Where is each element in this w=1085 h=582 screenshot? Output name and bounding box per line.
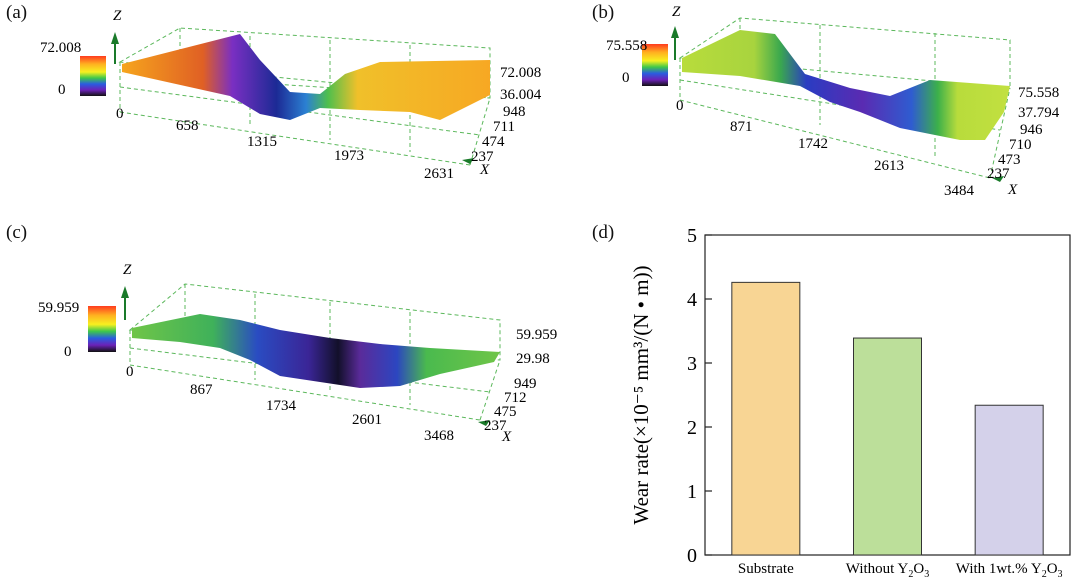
x-category-label: Substrate <box>738 561 794 577</box>
x-axis-label-a: X <box>479 162 490 178</box>
x-tick-a-2: 1315 <box>247 134 277 150</box>
y-tick-a-0: 948 <box>503 104 526 120</box>
y-tick-label: 5 <box>687 225 697 247</box>
x-tick-a-4: 2631 <box>424 166 454 182</box>
y-tick-b-1: 710 <box>1009 137 1032 153</box>
x-tick-c-4: 3468 <box>424 428 454 444</box>
z-axis-label-b: Z <box>672 4 681 20</box>
panel-a-label: (a) <box>6 2 28 23</box>
surface-plot-c: 59.959 0 Z X 59.959 29.98 949 712 475 23… <box>38 262 557 445</box>
bar-chart: 0 1 2 3 4 5 Substrate Without Y2O3 With 1wt.% Y… <box>590 215 1085 580</box>
y-tick-a-3: 237 <box>471 149 494 165</box>
y-tick-a-1: 711 <box>493 119 515 135</box>
colorbar-c-min: 0 <box>64 344 72 360</box>
colorbar-c-max: 59.959 <box>38 300 79 316</box>
z-axis-label-c: Z <box>123 262 132 278</box>
x-tick-c-1: 867 <box>190 382 213 398</box>
colorbar-b <box>642 44 668 86</box>
y-tick-c-2: 475 <box>494 404 517 420</box>
colorbar-b-min: 0 <box>622 70 630 86</box>
x-tick-b-1: 871 <box>730 119 753 135</box>
surface-b <box>682 30 1010 140</box>
x-tick-a-3: 1973 <box>334 148 364 164</box>
panel-c-label: (c) <box>6 222 28 243</box>
panel-b-label: (b) <box>592 2 615 23</box>
y-tick-label: 2 <box>687 417 697 439</box>
surface-a <box>122 34 490 120</box>
x-axis-label-c: X <box>501 429 512 445</box>
x-tick-b-0: 0 <box>676 98 684 114</box>
x-axis-label-b: X <box>1007 182 1018 198</box>
x-tick-b-4: 3484 <box>944 183 975 199</box>
surface-plot-a: 72.008 0 Z X 72.008 36.004 948 711 474 2… <box>40 8 542 182</box>
bar-0 <box>731 281 801 556</box>
x-tick-a-1: 658 <box>176 118 199 134</box>
colorbar-a-min: 0 <box>58 82 66 98</box>
z-tick-c-1: 29.98 <box>516 351 550 367</box>
x-tick-b-3: 2613 <box>874 158 904 174</box>
z-tick-c-0: 59.959 <box>516 327 557 343</box>
y-tick-label: 3 <box>687 353 697 375</box>
surface-plot-b: 75.558 0 Z X 75.558 37.794 946 710 473 2… <box>606 4 1060 199</box>
panel-d-label: (d) <box>592 222 615 243</box>
z-tick-b-0: 75.558 <box>1018 85 1059 101</box>
surface-c <box>132 314 500 388</box>
x-tick-c-0: 0 <box>126 364 134 380</box>
y-tick-c-3: 237 <box>484 418 507 434</box>
x-tick-a-0: 0 <box>116 106 124 122</box>
colorbar-a <box>80 56 106 96</box>
x-category-label: With 1wt.% Y2O3 <box>956 561 1063 577</box>
y-tick-label: 0 <box>687 545 697 567</box>
bar-2 <box>974 404 1044 556</box>
y-tick-b-3: 237 <box>987 166 1010 182</box>
y-tick-c-0: 949 <box>514 376 537 392</box>
y-tick-label: 4 <box>687 289 697 311</box>
y-tick-b-2: 473 <box>998 152 1021 168</box>
y-tick-c-1: 712 <box>504 390 527 406</box>
colorbar-a-max: 72.008 <box>40 40 81 56</box>
y-axis-title: Wear rate(×10⁻⁵ mm³/(N • m)) <box>629 265 653 524</box>
z-tick-a-0: 72.008 <box>500 65 541 81</box>
x-tick-c-2: 1734 <box>266 398 297 414</box>
y-tick-a-2: 474 <box>482 134 505 150</box>
colorbar-b-max: 75.558 <box>606 38 647 54</box>
x-category-label: Without Y2O3 <box>846 561 929 577</box>
x-tick-b-2: 1742 <box>798 136 828 152</box>
y-tick-label: 1 <box>687 481 697 503</box>
bar-1 <box>853 337 922 556</box>
z-axis-label-a: Z <box>113 8 122 24</box>
colorbar-c <box>88 306 116 352</box>
y-tick-b-0: 946 <box>1020 122 1043 138</box>
z-tick-b-1: 37.794 <box>1018 105 1060 121</box>
x-tick-c-3: 2601 <box>352 412 382 428</box>
z-tick-a-1: 36.004 <box>500 87 542 103</box>
